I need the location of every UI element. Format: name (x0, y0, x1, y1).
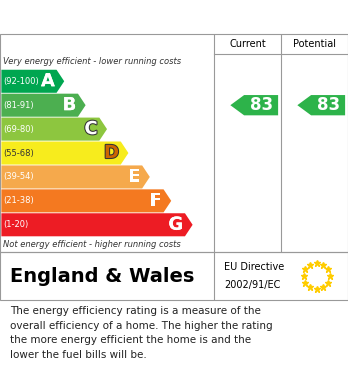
Text: F: F (150, 192, 162, 210)
Text: England & Wales: England & Wales (10, 267, 195, 285)
Polygon shape (1, 118, 107, 141)
Polygon shape (230, 95, 278, 115)
Text: A: A (41, 72, 55, 90)
Polygon shape (1, 189, 171, 212)
Text: The energy efficiency rating is a measure of the
overall efficiency of a home. T: The energy efficiency rating is a measur… (10, 307, 273, 360)
Text: Very energy efficient - lower running costs: Very energy efficient - lower running co… (3, 57, 182, 66)
Text: (1-20): (1-20) (3, 220, 29, 229)
Polygon shape (1, 70, 64, 93)
Text: 2002/91/EC: 2002/91/EC (224, 280, 281, 290)
Polygon shape (1, 213, 193, 236)
Text: (81-91): (81-91) (3, 101, 34, 110)
Text: (92-100): (92-100) (3, 77, 39, 86)
Text: E: E (128, 168, 140, 186)
Polygon shape (1, 165, 150, 188)
Text: Energy Efficiency Rating: Energy Efficiency Rating (10, 9, 232, 25)
Text: Current: Current (229, 39, 266, 49)
Text: (39-54): (39-54) (3, 172, 34, 181)
Text: (69-80): (69-80) (3, 125, 34, 134)
Text: EU Directive: EU Directive (224, 262, 285, 273)
Polygon shape (1, 142, 128, 165)
Text: 83: 83 (317, 96, 340, 114)
Text: G: G (168, 216, 183, 234)
Text: 83: 83 (250, 96, 273, 114)
Text: Potential: Potential (293, 39, 336, 49)
Polygon shape (1, 94, 86, 117)
Text: Not energy efficient - higher running costs: Not energy efficient - higher running co… (3, 240, 181, 249)
Text: D: D (104, 144, 119, 162)
Text: (21-38): (21-38) (3, 196, 34, 205)
Polygon shape (297, 95, 345, 115)
Text: B: B (63, 96, 76, 114)
Text: C: C (84, 120, 97, 138)
Text: (55-68): (55-68) (3, 149, 34, 158)
